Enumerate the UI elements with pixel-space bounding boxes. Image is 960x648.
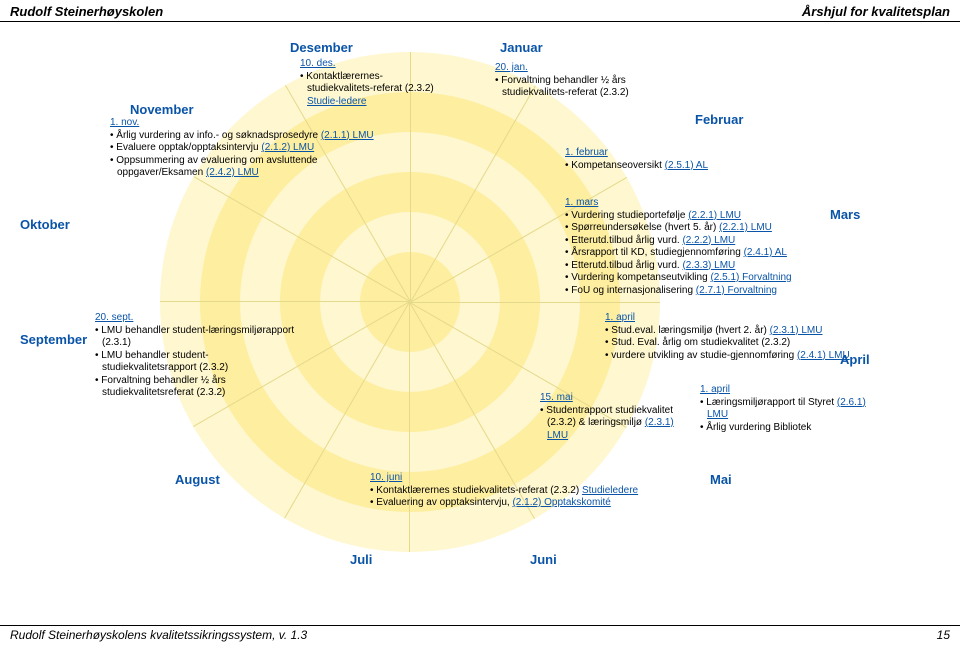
page-header: Rudolf Steinerhøyskolen Årshjul for kval…	[0, 0, 960, 22]
radial-line	[160, 301, 410, 302]
mars-item: Etterutd.tilbud årlig vurd. (2.3.3) LMU	[565, 260, 885, 273]
radial-line	[409, 302, 410, 552]
footer-left: Rudolf Steinerhøyskolens kvalitetssikrin…	[10, 628, 307, 642]
april-item: vurdere utvikling av studie-gjennomførin…	[605, 350, 875, 363]
nov-item: Oppsummering av evaluering om avsluttend…	[110, 155, 380, 180]
block-april-bottom: 1. april Læringsmiljørapport til Styret …	[700, 384, 880, 434]
juni-item: Kontaktlærernes studiekvalitets-referat …	[370, 485, 700, 498]
month-mai: Mai	[710, 472, 732, 488]
block-juni: 10. juni Kontaktlærernes studiekvalitets…	[370, 472, 700, 510]
date-mai: 15. mai	[540, 392, 690, 405]
radial-line	[410, 302, 660, 303]
month-juli: Juli	[350, 552, 372, 568]
header-left: Rudolf Steinerhøyskolen	[10, 4, 163, 19]
feb-item: Kompetanseoversikt (2.5.1) AL	[565, 160, 745, 173]
month-juni: Juni	[530, 552, 557, 568]
nov-item: Evaluere opptak/opptaksintervju (2.1.2) …	[110, 142, 380, 155]
block-mai: 15. mai Studentrapport studiekvalitet (2…	[540, 392, 690, 442]
mars-item: Vurdering studieportefølje (2.2.1) LMU	[565, 210, 885, 223]
date-feb: 1. februar	[565, 147, 745, 160]
month-september: September	[20, 332, 87, 348]
jan-item: Forvaltning behandler ½ års studiekvalit…	[495, 75, 645, 100]
sept-item: Forvaltning behandler ½ års studiekvalit…	[95, 375, 295, 400]
block-september: 20. sept. LMU behandler student-læringsm…	[95, 312, 295, 400]
block-april-top: 1. april Stud.eval. læringsmiljø (hvert …	[605, 312, 875, 362]
header-right: Årshjul for kvalitetsplan	[802, 4, 950, 19]
des-item: Kontaktlærernes-studiekvalitets-referat …	[300, 71, 440, 109]
april-item: Stud.eval. læringsmiljø (hvert 2. år) (2…	[605, 325, 875, 338]
mars-item: FoU og internasjonalisering (2.7.1) Forv…	[565, 285, 885, 298]
mai-item: Studentrapport studiekvalitet (2.3.2) & …	[540, 405, 690, 443]
date-juni: 10. juni	[370, 472, 700, 485]
block-januar: 20. jan. Forvaltning behandler ½ års stu…	[495, 62, 645, 100]
mars-item: Årsrapport til KD, studiegjennomføring (…	[565, 247, 885, 260]
month-november: November	[130, 102, 194, 118]
nov-item: Årlig vurdering av info.- og søknadspros…	[110, 130, 380, 143]
block-desember: 10. des. Kontaktlærernes-studiekvalitets…	[300, 58, 440, 108]
sept-item: LMU behandler student-studiekvalitetsrap…	[95, 350, 295, 375]
mars-item: Spørreundersøkelse (hvert 5. år) (2.2.1)…	[565, 222, 885, 235]
date-april-top: 1. april	[605, 312, 875, 325]
mars-item: Vurdering kompetanseutvikling (2.5.1) Fo…	[565, 272, 885, 285]
date-mars: 1. mars	[565, 197, 885, 210]
year-wheel-stage: Oktober September August November Desemb…	[0, 22, 960, 622]
juni-item: Evaluering av opptaksintervju, (2.1.2) O…	[370, 497, 700, 510]
block-mars: 1. mars Vurdering studieportefølje (2.2.…	[565, 197, 885, 297]
date-sept: 20. sept.	[95, 312, 295, 325]
date-april-bot: 1. april	[700, 384, 880, 397]
month-februar: Februar	[695, 112, 743, 128]
footer-page-number: 15	[937, 628, 950, 642]
sept-item: LMU behandler student-læringsmiljørappor…	[95, 325, 295, 350]
april-item: Stud. Eval. årlig om studiekvalitet (2.3…	[605, 337, 875, 350]
month-august: August	[175, 472, 220, 488]
page-footer: Rudolf Steinerhøyskolens kvalitetssikrin…	[0, 625, 960, 642]
block-februar: 1. februar Kompetanseoversikt (2.5.1) AL	[565, 147, 745, 172]
aprilb-item: Årlig vurdering Bibliotek	[700, 422, 880, 435]
month-desember: Desember	[290, 40, 353, 56]
aprilb-item: Læringsmiljørapport til Styret (2.6.1) L…	[700, 397, 880, 422]
date-des: 10. des.	[300, 58, 440, 71]
month-januar: Januar	[500, 40, 543, 56]
date-jan: 20. jan.	[495, 62, 645, 75]
block-november: 1. nov. Årlig vurdering av info.- og søk…	[110, 117, 380, 180]
date-nov: 1. nov.	[110, 117, 380, 130]
month-oktober: Oktober	[20, 217, 70, 233]
mars-item: Etterutd.tilbud årlig vurd. (2.2.2) LMU	[565, 235, 885, 248]
